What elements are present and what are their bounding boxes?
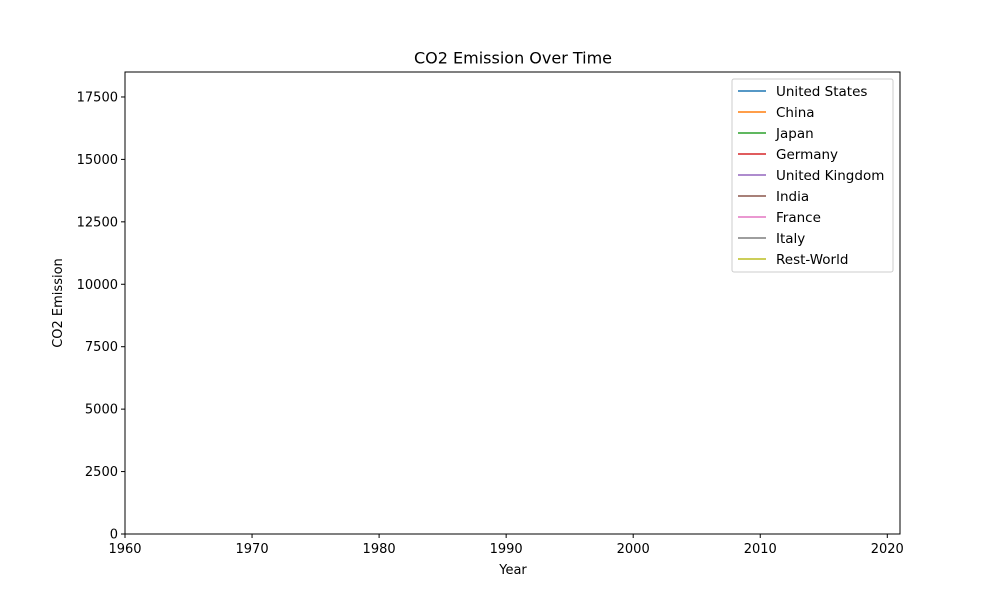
x-tick-label: 1960: [108, 542, 141, 557]
legend-label: China: [776, 105, 815, 121]
legend-label: France: [776, 210, 821, 226]
x-axis-label: Year: [498, 563, 527, 578]
legend-box: [731, 78, 894, 273]
y-axis-label: CO2 Emission: [51, 258, 66, 348]
y-tick-label: 0: [110, 528, 118, 543]
y-tick-label: 7500: [85, 340, 118, 355]
x-tick-label: 1970: [236, 542, 269, 557]
legend-label: Japan: [775, 126, 814, 142]
y-tick-label: 15000: [77, 153, 118, 168]
chart-title: CO2 Emission Over Time: [414, 49, 612, 68]
plot-frame: [124, 71, 901, 535]
legend-label: India: [776, 189, 809, 205]
y-tick-label: 17500: [77, 90, 118, 105]
legend-label: Germany: [776, 147, 838, 163]
legend-label: United States: [776, 84, 867, 100]
x-tick-label: 2000: [617, 542, 650, 557]
x-tick-label: 2020: [871, 542, 904, 557]
legend-label: United Kingdom: [776, 168, 884, 184]
y-tick-label: 12500: [77, 215, 118, 230]
legend-label: Italy: [776, 231, 805, 247]
x-tick-label: 2010: [744, 542, 777, 557]
legend-label: Rest-World: [776, 252, 848, 268]
x-tick-label: 1980: [363, 542, 396, 557]
x-tick-label: 1990: [490, 542, 523, 557]
y-tick-label: 10000: [77, 278, 118, 293]
y-axis: 0 2500 5000 7500 10000 12500 15000 17500: [77, 90, 125, 543]
y-tick-label: 5000: [85, 403, 118, 418]
x-axis: 1960 1970 1980 1990 2000 2010 2020: [108, 534, 904, 557]
legend: United States China Japan Germany United Kin…: [731, 78, 894, 273]
y-tick-label: 2500: [85, 465, 118, 480]
